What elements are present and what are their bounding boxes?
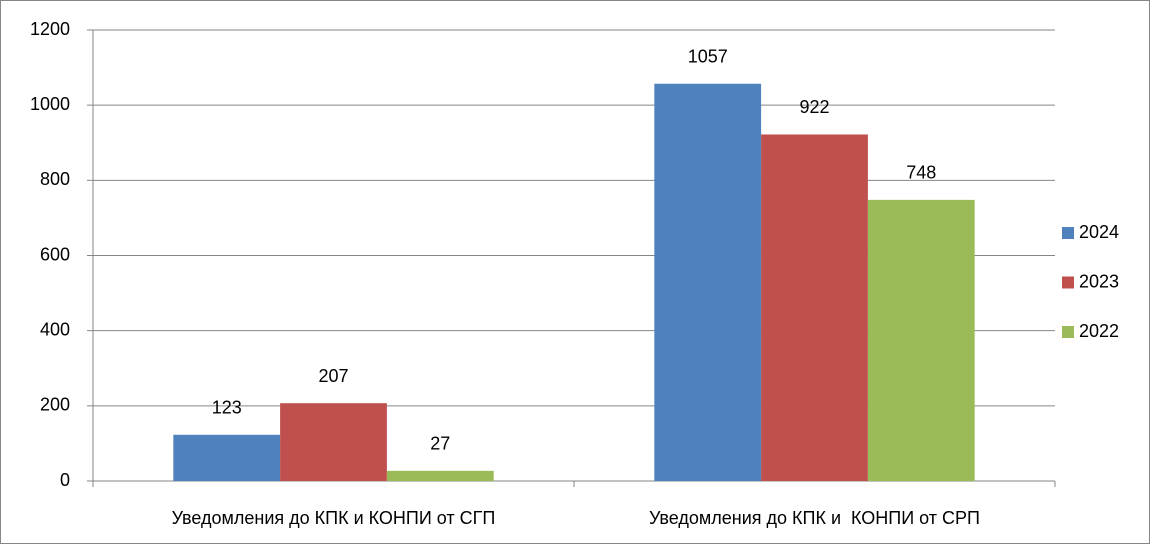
y-tick-label: 0	[60, 470, 70, 490]
legend-label: 2022	[1079, 321, 1119, 341]
legend-label: 2024	[1079, 222, 1119, 242]
bar	[761, 134, 868, 481]
y-tick-label: 400	[40, 319, 70, 339]
legend-swatch	[1062, 326, 1074, 338]
data-label: 748	[906, 163, 936, 183]
y-tick-label: 1000	[30, 94, 70, 114]
y-tick-label: 200	[40, 395, 70, 415]
bar	[386, 470, 494, 481]
y-tick-label: 800	[40, 169, 70, 189]
data-label: 922	[799, 97, 829, 117]
x-tick-label: Уведомления до КПК и КОНПИ от СГП	[172, 508, 496, 528]
y-tick-label: 1200	[30, 19, 70, 39]
data-label: 27	[430, 434, 450, 454]
legend-swatch	[1062, 276, 1074, 289]
bar	[280, 403, 387, 481]
data-label: 207	[318, 366, 348, 386]
bar	[867, 199, 975, 482]
data-label: 1057	[688, 46, 728, 66]
legend-swatch	[1062, 227, 1074, 239]
bar	[173, 434, 281, 481]
bar	[654, 83, 762, 481]
legend-label: 2023	[1079, 271, 1119, 291]
data-label: 123	[212, 398, 242, 418]
x-tick-label: Уведомления до КПК и КОНПИ от СРП	[649, 508, 980, 528]
y-tick-label: 600	[40, 244, 70, 264]
